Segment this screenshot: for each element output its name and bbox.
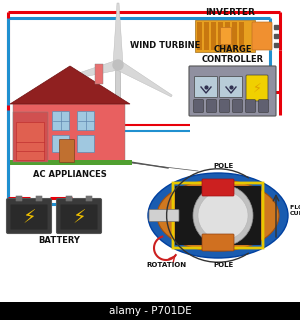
FancyBboxPatch shape	[95, 64, 103, 84]
Text: ⚡: ⚡	[22, 209, 36, 228]
Text: ⚡: ⚡	[253, 82, 261, 94]
FancyBboxPatch shape	[13, 112, 48, 162]
Ellipse shape	[157, 180, 279, 251]
Ellipse shape	[193, 185, 253, 246]
FancyBboxPatch shape	[52, 111, 70, 131]
FancyBboxPatch shape	[220, 76, 242, 98]
FancyBboxPatch shape	[202, 234, 234, 251]
FancyBboxPatch shape	[259, 100, 268, 112]
Text: POLE: POLE	[213, 262, 233, 268]
FancyBboxPatch shape	[77, 111, 94, 131]
FancyBboxPatch shape	[56, 198, 101, 234]
Text: ROTATION: ROTATION	[146, 262, 186, 268]
FancyBboxPatch shape	[59, 140, 74, 163]
FancyBboxPatch shape	[246, 100, 255, 112]
FancyBboxPatch shape	[225, 22, 230, 50]
Text: INVERTER: INVERTER	[205, 8, 255, 17]
FancyBboxPatch shape	[36, 196, 42, 201]
FancyBboxPatch shape	[0, 302, 300, 320]
FancyBboxPatch shape	[175, 186, 261, 245]
FancyBboxPatch shape	[246, 75, 268, 101]
FancyBboxPatch shape	[195, 20, 255, 52]
Polygon shape	[113, 3, 123, 65]
FancyBboxPatch shape	[149, 210, 179, 221]
FancyBboxPatch shape	[66, 196, 72, 201]
FancyBboxPatch shape	[218, 22, 223, 50]
Text: CHARGE
CONTROLLER: CHARGE CONTROLLER	[201, 44, 264, 64]
FancyBboxPatch shape	[220, 28, 232, 44]
FancyBboxPatch shape	[194, 76, 218, 98]
FancyBboxPatch shape	[252, 22, 272, 50]
FancyBboxPatch shape	[86, 196, 92, 201]
Text: AC APPLIANCES: AC APPLIANCES	[33, 170, 107, 179]
Text: POLE: POLE	[213, 163, 233, 169]
FancyBboxPatch shape	[232, 22, 237, 50]
FancyBboxPatch shape	[11, 204, 47, 229]
Text: alamy - P701DE: alamy - P701DE	[109, 306, 191, 316]
Text: BATTERY: BATTERY	[38, 236, 80, 245]
FancyBboxPatch shape	[207, 100, 216, 112]
FancyBboxPatch shape	[204, 22, 209, 50]
FancyBboxPatch shape	[197, 22, 202, 50]
FancyBboxPatch shape	[233, 100, 242, 112]
FancyBboxPatch shape	[52, 135, 70, 153]
Text: WIND TURBINE: WIND TURBINE	[130, 41, 200, 50]
FancyBboxPatch shape	[77, 135, 94, 153]
Polygon shape	[116, 61, 172, 97]
FancyBboxPatch shape	[189, 66, 276, 116]
FancyBboxPatch shape	[61, 204, 98, 229]
FancyBboxPatch shape	[16, 196, 22, 201]
FancyBboxPatch shape	[239, 22, 244, 50]
Ellipse shape	[198, 191, 248, 240]
Circle shape	[113, 60, 123, 70]
FancyBboxPatch shape	[13, 104, 125, 162]
FancyBboxPatch shape	[16, 122, 44, 160]
Polygon shape	[58, 60, 119, 82]
FancyBboxPatch shape	[211, 22, 216, 50]
FancyBboxPatch shape	[220, 100, 229, 112]
Ellipse shape	[148, 173, 288, 258]
Text: FLOW OF
CURRENT: FLOW OF CURRENT	[290, 205, 300, 216]
FancyBboxPatch shape	[202, 179, 234, 196]
FancyBboxPatch shape	[194, 100, 203, 112]
FancyBboxPatch shape	[10, 160, 132, 165]
FancyBboxPatch shape	[7, 198, 52, 234]
Text: ⚡: ⚡	[72, 209, 86, 228]
Polygon shape	[115, 35, 121, 160]
Polygon shape	[10, 66, 130, 104]
